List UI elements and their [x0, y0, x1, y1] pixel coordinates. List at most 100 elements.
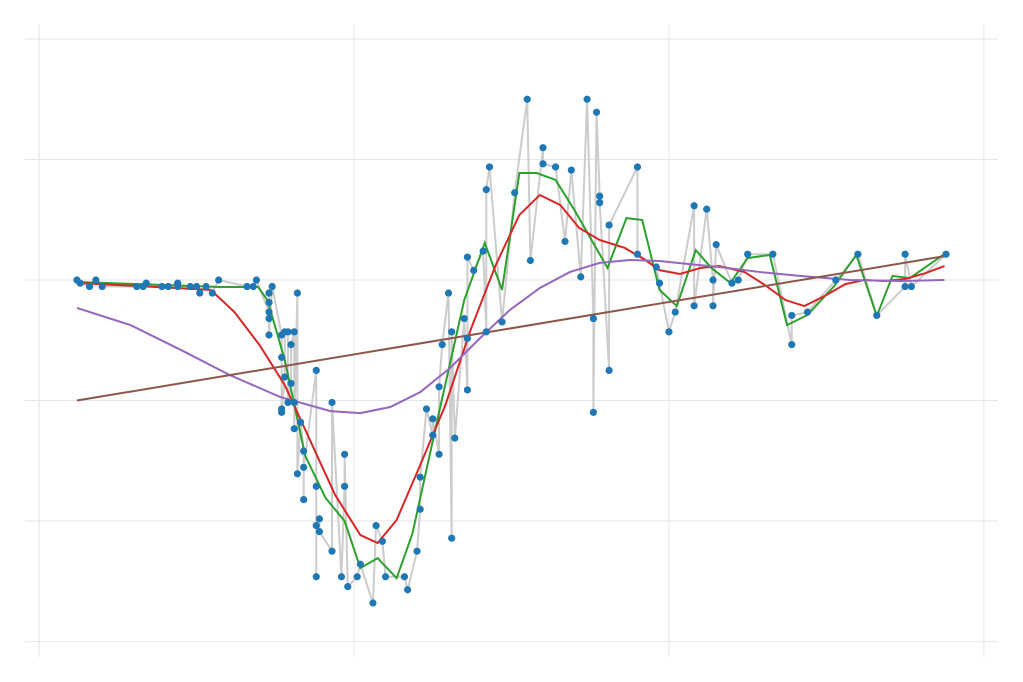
point [583, 95, 591, 103]
point [803, 308, 812, 316]
point [312, 482, 320, 490]
point [901, 282, 909, 291]
point [665, 328, 673, 336]
point [511, 189, 519, 197]
point [290, 328, 298, 336]
point [712, 240, 720, 249]
point [463, 334, 472, 342]
point [728, 279, 736, 287]
fit-line [76, 259, 945, 415]
point [596, 192, 604, 200]
point [378, 537, 386, 545]
point [561, 237, 569, 246]
point [202, 282, 210, 291]
point [287, 379, 295, 388]
point [788, 311, 796, 320]
point [444, 289, 453, 297]
point [265, 298, 273, 307]
point [605, 221, 613, 229]
point [290, 425, 298, 433]
point [435, 383, 443, 391]
point [873, 311, 881, 320]
point [526, 256, 534, 265]
point [312, 522, 320, 530]
point [448, 534, 456, 542]
point [341, 450, 349, 458]
point [451, 434, 459, 442]
point [265, 314, 273, 323]
point [300, 463, 308, 471]
point [381, 573, 390, 581]
point [328, 398, 336, 407]
point [215, 276, 223, 284]
point [296, 418, 305, 426]
point [448, 328, 456, 336]
point [438, 341, 446, 349]
point [551, 163, 560, 171]
point [416, 473, 424, 481]
point [652, 263, 660, 271]
point [158, 282, 166, 291]
point [284, 328, 292, 336]
point [293, 470, 301, 478]
point [633, 163, 642, 171]
point [463, 253, 472, 261]
point [429, 415, 437, 423]
point [76, 279, 84, 287]
point [328, 547, 336, 555]
point [901, 250, 909, 258]
point [709, 276, 717, 284]
point [605, 366, 613, 375]
point [655, 279, 664, 287]
point [133, 282, 141, 291]
point [315, 515, 324, 523]
point [92, 276, 100, 284]
point [690, 202, 698, 210]
point [164, 282, 172, 291]
point [734, 276, 742, 284]
point [463, 386, 472, 394]
point [403, 586, 412, 594]
point [577, 273, 585, 281]
point [400, 573, 409, 581]
point [482, 328, 490, 336]
point [470, 266, 478, 274]
point [312, 366, 320, 375]
point [300, 447, 308, 455]
point [281, 373, 289, 381]
point [208, 289, 216, 297]
point [293, 289, 301, 297]
point [265, 331, 273, 339]
point [243, 282, 251, 291]
point [479, 247, 487, 255]
point [435, 450, 443, 458]
point [337, 573, 346, 581]
point [567, 166, 575, 174]
point [907, 282, 916, 291]
fit-line [76, 254, 947, 402]
point [278, 353, 286, 361]
point [498, 318, 506, 326]
point [709, 302, 717, 310]
point [300, 496, 308, 504]
point [341, 482, 349, 490]
point [312, 573, 320, 581]
point [252, 276, 261, 284]
point [788, 341, 796, 349]
point [98, 282, 106, 291]
point [633, 250, 642, 258]
point [344, 583, 352, 591]
point [589, 314, 597, 323]
point [278, 408, 286, 416]
point [265, 308, 273, 316]
point [193, 282, 201, 291]
point [460, 314, 468, 323]
fit-line [76, 172, 946, 581]
point [854, 250, 862, 258]
connecting-line [76, 99, 947, 604]
point [174, 282, 182, 291]
point [85, 282, 94, 291]
point [539, 160, 547, 168]
